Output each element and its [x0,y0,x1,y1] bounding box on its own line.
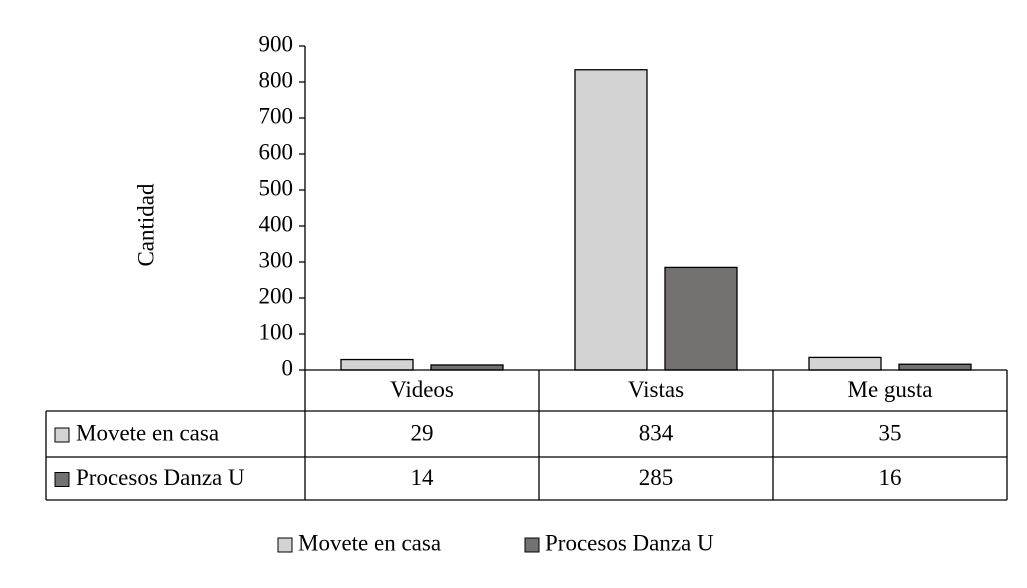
y-tick-label: 300 [259,247,294,272]
table-legend-swatch [54,427,70,443]
bar [430,364,504,371]
bar [574,69,648,371]
bar [898,363,972,371]
y-tick-label: 600 [259,139,294,164]
y-tick-label: 400 [259,211,294,236]
legend-swatch [524,537,540,553]
bar [664,266,738,371]
y-tick-label: 800 [259,67,294,92]
x-tick-label: Me gusta [848,377,933,402]
legend-label: Movete en casa [298,530,441,555]
legend-swatch [277,537,293,553]
y-tick-label: 200 [259,283,294,308]
table-value: 285 [639,465,674,490]
table-value: 834 [639,420,674,445]
table-value: 14 [411,465,435,490]
y-tick-label: 500 [259,175,294,200]
y-tick-label: 900 [259,31,294,56]
table-series-name: Movete en casa [76,420,219,445]
y-tick-label: 100 [259,319,294,344]
y-tick-label: 0 [282,355,294,380]
x-tick-label: Videos [390,377,454,402]
table-value: 35 [879,420,902,445]
table-series-name: Procesos Danza U [76,465,245,490]
bar [340,358,414,371]
x-tick-label: Vistas [628,377,684,402]
legend-label: Procesos Danza U [545,530,714,555]
bar [808,356,882,371]
table-value: 16 [879,465,902,490]
table-legend-swatch [54,472,70,487]
table-value: 29 [411,420,434,445]
y-tick-label: 700 [259,103,294,128]
y-axis-label: Cantidad [133,183,158,267]
